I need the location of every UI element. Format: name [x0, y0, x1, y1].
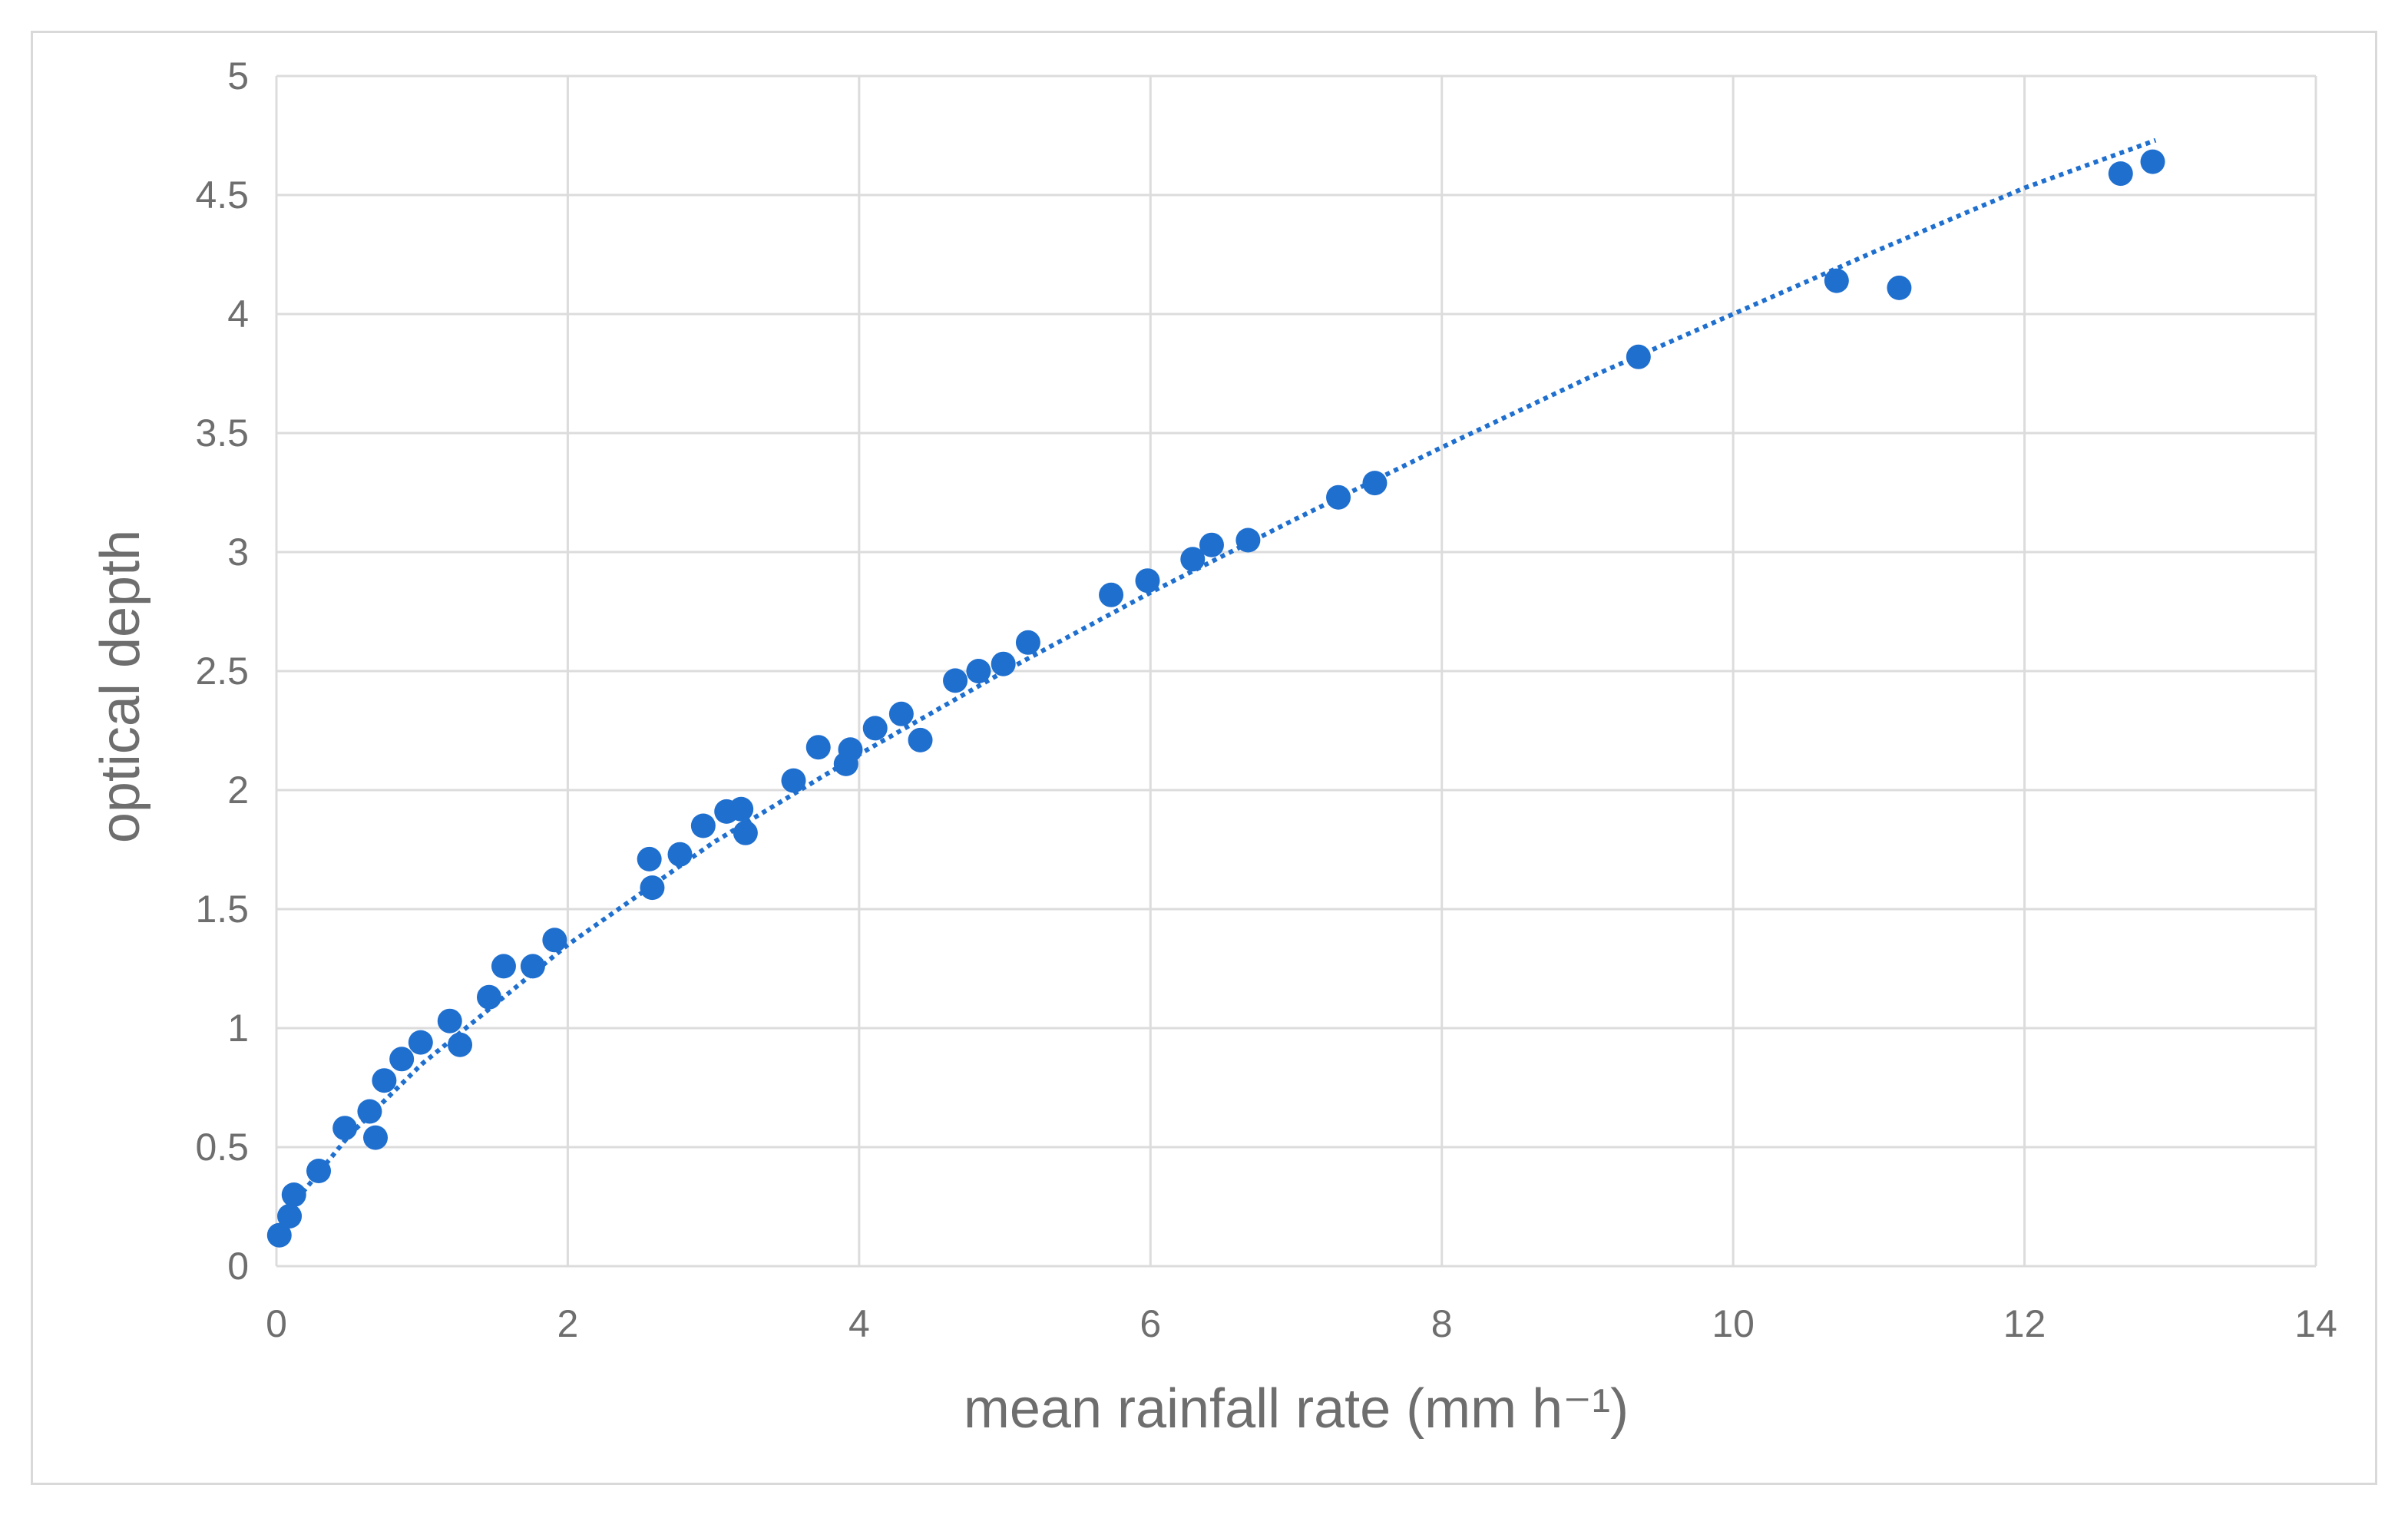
data-point — [277, 1203, 303, 1229]
data-point — [332, 1116, 358, 1141]
x-tick-label: 6 — [1140, 1302, 1161, 1345]
data-point — [1626, 344, 1651, 369]
data-point — [838, 737, 863, 762]
data-point — [1199, 532, 1224, 557]
data-point — [2140, 149, 2165, 174]
x-tick-label: 10 — [1712, 1302, 1755, 1345]
y-tick-label: 4 — [227, 293, 249, 336]
chart-frame: 0 2 4 6 8 10 12 14 0 0.5 1 1.5 2 2.5 3 3.5 4 4.5 5 mean ra… — [31, 31, 2377, 1485]
y-tick-label: 1 — [227, 1007, 249, 1050]
data-point — [908, 727, 933, 752]
data-point — [389, 1047, 415, 1072]
data-point — [542, 928, 567, 953]
y-tick-label: 2 — [227, 769, 249, 812]
y-tick-label: 3 — [227, 531, 249, 574]
tick-labels: 0 2 4 6 8 10 12 14 0 0.5 1 1.5 2 2.5 3 3.5 4 4.5 5 — [195, 55, 2337, 1345]
data-point — [1235, 527, 1261, 553]
trendline — [289, 137, 2157, 1209]
data-point — [1824, 268, 1849, 293]
data-point — [667, 842, 693, 867]
data-point — [1015, 630, 1040, 655]
grid — [275, 74, 2317, 1268]
y-tick-label: 4.5 — [195, 174, 249, 217]
x-tick-label: 2 — [557, 1302, 579, 1345]
y-tick-label: 0 — [227, 1245, 249, 1288]
y-tick-label: 3.5 — [195, 412, 249, 455]
data-point — [1135, 568, 1160, 594]
y-tick-label: 0.5 — [195, 1126, 249, 1169]
data-point — [306, 1159, 332, 1183]
data-point — [637, 846, 662, 871]
data-point — [476, 984, 501, 1010]
data-point — [1180, 547, 1206, 572]
data-points — [266, 149, 2165, 1248]
x-tick-label: 14 — [2294, 1302, 2337, 1345]
data-point — [2108, 161, 2133, 187]
x-tick-label: 12 — [2003, 1302, 2046, 1345]
data-point — [1326, 485, 1351, 510]
y-tick-label: 2.5 — [195, 650, 249, 693]
data-point — [520, 954, 545, 979]
data-point — [1887, 275, 1912, 300]
x-tick-label: 8 — [1431, 1302, 1453, 1345]
x-tick-label: 0 — [266, 1302, 287, 1345]
data-point — [991, 651, 1016, 676]
data-point — [805, 735, 831, 760]
y-tick-label: 5 — [227, 55, 249, 98]
data-point — [781, 768, 806, 793]
data-point — [640, 875, 665, 901]
data-point — [888, 701, 914, 726]
y-tick-label: 1.5 — [195, 888, 249, 931]
x-tick-label: 4 — [848, 1302, 870, 1345]
data-point — [408, 1030, 433, 1055]
data-point — [448, 1032, 473, 1057]
data-point — [266, 1222, 292, 1248]
data-point — [437, 1008, 462, 1033]
data-point — [943, 668, 968, 693]
data-point — [690, 813, 716, 838]
data-point — [357, 1099, 382, 1124]
data-point — [372, 1068, 397, 1093]
data-point — [1099, 582, 1124, 607]
data-point — [729, 796, 754, 822]
data-point — [1362, 471, 1388, 496]
data-point — [363, 1125, 389, 1150]
y-axis-title: optical depth — [90, 530, 151, 843]
trendline-path — [289, 137, 2157, 1209]
data-point — [862, 716, 888, 741]
data-point — [966, 659, 991, 683]
data-point — [733, 820, 758, 845]
x-axis-title: mean rainfall rate (mm h⁻¹) — [964, 1378, 1629, 1440]
data-point — [281, 1182, 306, 1207]
data-point — [491, 954, 516, 979]
